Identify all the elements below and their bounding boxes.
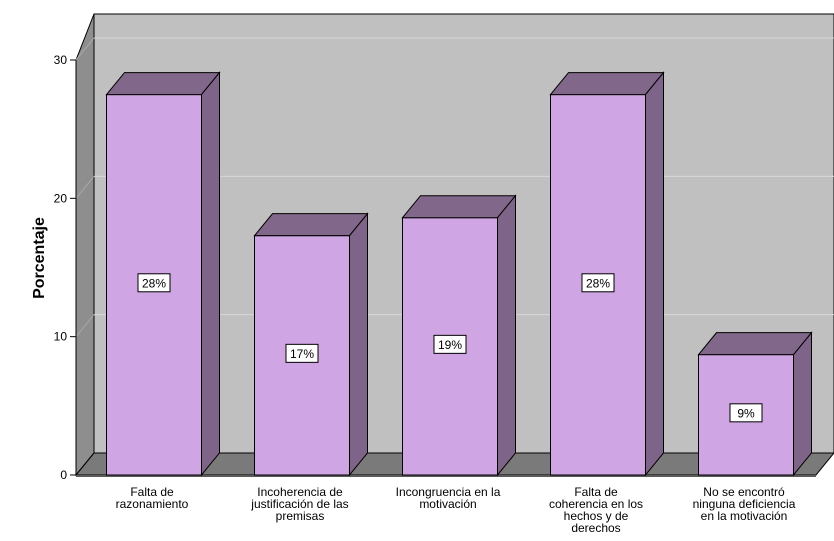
bar-side xyxy=(645,71,664,477)
bar-3: 19% xyxy=(401,194,517,477)
data-label: 9% xyxy=(737,406,755,420)
bar-side xyxy=(497,194,516,477)
bar-side xyxy=(201,71,220,477)
bar-top xyxy=(697,332,813,356)
category-label-line: No se encontró xyxy=(703,485,785,499)
data-label: 17% xyxy=(290,347,314,361)
data-label-box xyxy=(285,343,319,363)
category-label-line: Incoherencia de xyxy=(257,485,343,499)
data-label-box xyxy=(137,273,171,293)
y-tick-label: 10 xyxy=(54,330,68,344)
data-label-box xyxy=(729,403,763,423)
bar-side xyxy=(793,331,812,477)
category-label-line: motivación xyxy=(419,497,476,511)
category-label-line: derechos xyxy=(571,521,620,535)
bar-2: 17% xyxy=(253,212,369,477)
bar-top xyxy=(105,72,221,96)
data-label: 28% xyxy=(586,276,610,290)
y-axis: 0 10 20 30 xyxy=(54,53,77,482)
category-label-line: en la motivación xyxy=(701,509,788,523)
category-label-line: Incongruencia en la xyxy=(396,485,501,499)
category-label: Incongruencia en la motivación xyxy=(396,485,501,511)
category-label-line: Falta de xyxy=(574,485,618,499)
bars: 28% 17% 19% 28% 9% xyxy=(105,71,813,477)
gridline-side xyxy=(75,314,95,337)
category-label-line: premisas xyxy=(276,509,325,523)
bar-1: 28% xyxy=(105,71,221,477)
category-label: Falta de razonamiento xyxy=(116,485,189,511)
data-label: 28% xyxy=(142,276,166,290)
category-label: Falta de coherencia en los hechos y de dere… xyxy=(549,485,643,535)
category-label-line: hechos y de xyxy=(564,509,629,523)
category-label-line: Falta de xyxy=(130,485,174,499)
category-label: No se encontró ninguna deficiencia en la m… xyxy=(693,485,796,523)
bar-top xyxy=(401,195,517,219)
category-label-line: razonamiento xyxy=(116,497,189,511)
data-label-box xyxy=(581,273,615,293)
y-axis-label: Porcentaje xyxy=(31,217,48,299)
category-label-line: justificación de las xyxy=(250,497,348,511)
y-tick-label: 20 xyxy=(54,191,68,205)
gridline-side xyxy=(75,37,95,61)
bar-5: 9% xyxy=(697,331,813,477)
category-label: Incoherencia de justificación de las premi… xyxy=(250,485,348,523)
y-tick-label: 30 xyxy=(54,53,68,67)
bar-top xyxy=(253,213,369,237)
category-label-line: ninguna deficiencia xyxy=(693,497,796,511)
gridline-side xyxy=(75,176,95,199)
bar-4: 28% xyxy=(549,71,665,477)
data-label: 19% xyxy=(438,338,462,352)
plot-left-wall xyxy=(75,13,95,477)
data-label-box xyxy=(433,334,467,354)
category-label-line: coherencia en los xyxy=(549,497,643,511)
bar-side xyxy=(349,212,368,477)
y-tick-label: 0 xyxy=(60,468,67,482)
bar-top xyxy=(549,72,665,96)
